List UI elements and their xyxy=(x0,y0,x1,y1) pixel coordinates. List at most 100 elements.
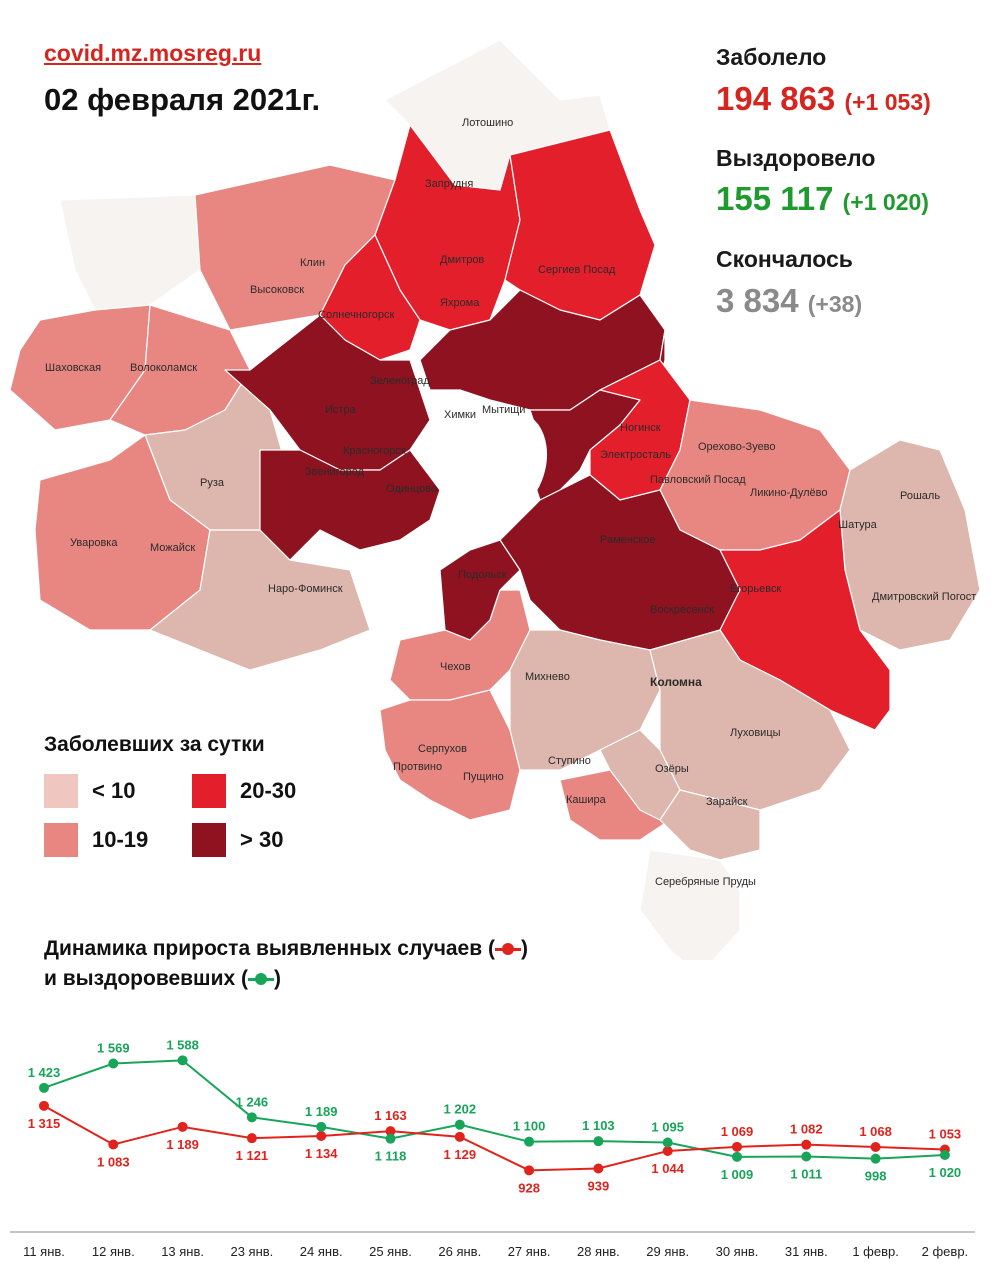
cases-point xyxy=(454,1131,465,1142)
x-tick-label: 31 янв. xyxy=(785,1244,828,1259)
x-tick-label: 26 янв. xyxy=(438,1244,481,1259)
cases-point xyxy=(316,1131,327,1141)
died-label: Скончалось xyxy=(716,246,853,272)
district-shatura xyxy=(839,439,981,651)
dynamics-title: Динамика прироста выявленных случаев () … xyxy=(44,934,528,994)
x-tick-label: 23 янв. xyxy=(230,1244,273,1259)
dynamics-title-line1: Динамика прироста выявленных случаев () xyxy=(44,934,528,964)
sick-label: Заболело xyxy=(716,44,827,70)
place-label: Шатура xyxy=(838,519,878,531)
died-delta: (+38) xyxy=(807,291,863,317)
recovered-point xyxy=(246,1112,257,1123)
place-label: Зарайск xyxy=(706,796,748,808)
place-label: Запрудня xyxy=(425,178,473,190)
legend-label: 10-19 xyxy=(92,827,149,852)
recovered-data-label: 1 095 xyxy=(651,1120,684,1135)
dynamics-title-paren: ) xyxy=(520,937,528,960)
place-label: Волоколамск xyxy=(130,362,197,374)
place-label: Раменское xyxy=(600,534,656,546)
source-link[interactable]: covid.mz.mosreg.ru xyxy=(44,40,262,66)
legend-title: Заболевших за сутки xyxy=(44,733,265,756)
place-label: Орехово-Зуево xyxy=(698,441,776,453)
place-label: Красногорск xyxy=(343,445,406,457)
district-odintsovo xyxy=(259,449,441,561)
cases-point xyxy=(593,1163,604,1174)
recovered-point xyxy=(385,1133,396,1144)
recovered-point xyxy=(801,1151,812,1162)
place-label: Зеленоград xyxy=(370,375,430,387)
region-map: Лотошино Клин Высоковск Запрудня Дмитров… xyxy=(0,30,994,960)
place-label: Химки xyxy=(444,409,476,421)
place-label: Егорьевск xyxy=(730,583,781,595)
x-tick-label: 12 янв. xyxy=(92,1244,135,1259)
legend-swatch xyxy=(44,823,78,857)
sick-value: 194 863 xyxy=(716,80,836,117)
green-line-marker-icon xyxy=(247,972,274,986)
x-tick-label: 29 янв. xyxy=(646,1244,689,1259)
recovered-data-label: 1 588 xyxy=(166,1037,199,1052)
dynamics-chart: 11 янв. 12 янв. 13 янв. 23 янв. 24 янв. 25 ян… xyxy=(0,1010,994,1280)
map-labels: Лотошино Клин Высоковск Запрудня Дмитров… xyxy=(45,117,976,888)
place-label: Высоковск xyxy=(250,284,304,296)
recovered-point xyxy=(732,1151,742,1162)
cases-point xyxy=(662,1146,673,1156)
place-label: Солнечногорск xyxy=(318,309,394,321)
cases-data-label: 1 134 xyxy=(305,1146,338,1161)
legend-label: < 10 xyxy=(92,778,136,803)
cases-data-label: 1 082 xyxy=(790,1122,823,1137)
cases-data-label: 939 xyxy=(588,1179,610,1194)
moscow-city-hole xyxy=(436,401,548,522)
district-sergiev-posad xyxy=(504,129,656,321)
place-label: Электросталь xyxy=(600,449,671,461)
legend-label: 20-30 xyxy=(240,778,297,803)
district-mikhnevo xyxy=(509,629,661,771)
cases-data-label: 928 xyxy=(518,1180,540,1195)
x-tick-label: 11 янв. xyxy=(23,1244,65,1259)
cases-point xyxy=(177,1121,188,1132)
recovered-data-label: 1 020 xyxy=(929,1165,962,1180)
cases-data-label: 1 044 xyxy=(651,1161,684,1176)
legend-swatch xyxy=(192,774,226,808)
place-label: Ликино-Дулёво xyxy=(750,487,828,499)
cases-data-label: 1 121 xyxy=(236,1148,269,1163)
cases-data-label: 1 053 xyxy=(929,1127,962,1142)
recovered-data-label: 1 118 xyxy=(375,1149,407,1164)
place-label: Мытищи xyxy=(482,404,525,416)
recovered-point xyxy=(316,1121,327,1132)
cases-data-label: 1 069 xyxy=(721,1124,754,1139)
cases-point xyxy=(524,1165,535,1176)
cases-series-line xyxy=(43,1104,945,1172)
place-label: Можайск xyxy=(150,542,195,554)
place-label: Серебряные Пруды xyxy=(655,876,756,888)
cases-point xyxy=(39,1100,49,1111)
cases-point xyxy=(732,1141,742,1152)
recovered-data-label: 1 009 xyxy=(721,1167,754,1182)
recovered-value: 155 117 xyxy=(716,180,834,217)
place-label: Руза xyxy=(200,477,225,489)
x-tick-label: 30 янв. xyxy=(716,1244,759,1259)
place-label: Пущино xyxy=(463,771,504,783)
x-tick-label: 2 февр. xyxy=(922,1244,969,1259)
cases-data-label: 1 189 xyxy=(166,1137,199,1152)
cases-point xyxy=(246,1133,257,1144)
place-label: Подольск xyxy=(458,569,507,581)
place-label: Воскресенск xyxy=(650,604,714,616)
recovered-data-label: 1 189 xyxy=(305,1104,338,1119)
dynamics-title-paren: ) xyxy=(273,967,281,990)
place-label: Яхрома xyxy=(440,297,480,309)
recovered-point xyxy=(454,1119,465,1130)
recovered-delta: (+1 020) xyxy=(842,189,929,215)
place-label: Дмитров xyxy=(440,254,484,266)
place-label: Павловский Посад xyxy=(650,474,746,486)
dynamics-title-text: и выздоровевших ( xyxy=(44,967,248,990)
cases-data-label: 1 315 xyxy=(28,1116,61,1131)
recovered-value-block: 155 117 (+1 020) xyxy=(716,180,929,218)
cases-point xyxy=(108,1139,119,1150)
region-map-svg: Лотошино Клин Высоковск Запрудня Дмитров… xyxy=(9,39,981,960)
place-label: Одинцово xyxy=(386,483,437,495)
x-tick-label: 25 янв. xyxy=(369,1244,412,1259)
dynamics-title-text: Динамика прироста выявленных случаев ( xyxy=(44,937,495,960)
place-label: Уваровка xyxy=(70,537,118,549)
dynamics-chart-svg: 11 янв. 12 янв. 13 янв. 23 янв. 24 янв. 25 ян… xyxy=(10,1037,975,1259)
district-serpukhov xyxy=(379,689,521,821)
